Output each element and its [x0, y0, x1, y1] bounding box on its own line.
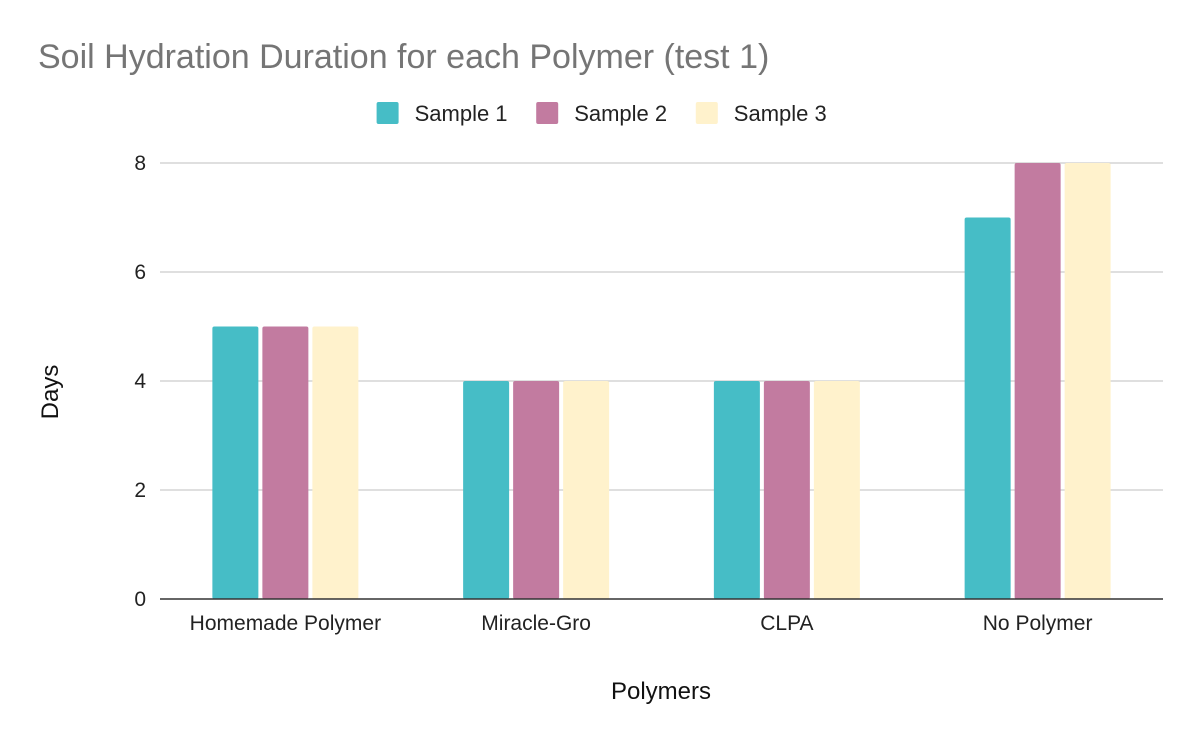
- x-axis-title: Polymers: [611, 678, 711, 705]
- y-tick-label: 8: [134, 152, 146, 175]
- legend: Sample 1 Sample 2 Sample 3: [376, 101, 827, 126]
- x-tick-label: No Polymer: [983, 612, 1093, 635]
- bar: [312, 326, 359, 599]
- bar: [563, 381, 610, 599]
- bars: [212, 163, 1111, 599]
- bar: [212, 326, 259, 599]
- x-tick-label: Miracle-Gro: [481, 612, 591, 635]
- legend-swatch: [695, 102, 718, 124]
- legend-label: Sample 3: [734, 101, 827, 126]
- y-axis-title: Days: [37, 365, 64, 420]
- bar: [1014, 163, 1061, 599]
- bar: [513, 381, 560, 599]
- x-tick-label: Homemade Polymer: [190, 612, 381, 635]
- y-tick-label: 6: [134, 261, 146, 284]
- bar: [813, 381, 860, 599]
- x-axis-ticks: Homemade Polymer Miracle-Gro CLPA No Polyme…: [190, 612, 1093, 635]
- legend-label: Sample 1: [415, 101, 508, 126]
- bar: [763, 381, 810, 599]
- gridlines: [160, 162, 1163, 491]
- x-tick-label: CLPA: [760, 612, 813, 635]
- bar: [463, 381, 510, 599]
- legend-swatch: [376, 102, 399, 124]
- chart-title: Soil Hydration Duration for each Polymer…: [38, 38, 769, 76]
- y-tick-label: 2: [134, 479, 146, 502]
- legend-swatch: [536, 102, 559, 124]
- bar: [964, 217, 1011, 599]
- bar: [713, 381, 760, 599]
- y-tick-label: 4: [134, 370, 146, 393]
- bar: [1064, 163, 1111, 599]
- y-axis-ticks: 0 2 4 6 8: [134, 152, 146, 611]
- legend-label: Sample 2: [574, 101, 667, 126]
- y-tick-label: 0: [134, 588, 146, 611]
- bar: [262, 326, 309, 599]
